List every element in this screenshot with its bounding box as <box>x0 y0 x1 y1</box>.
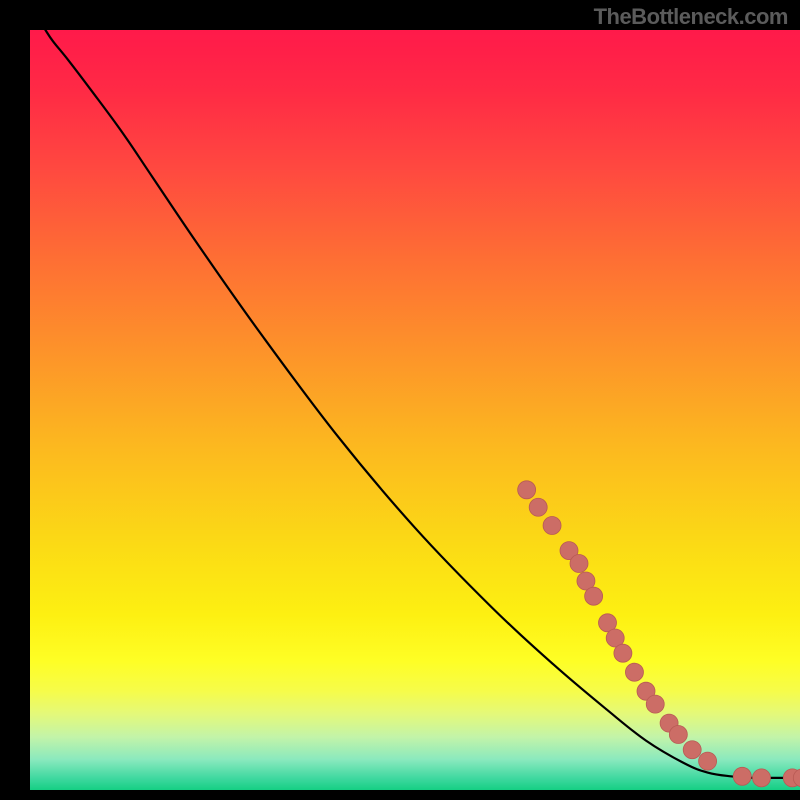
chart-background <box>30 30 800 790</box>
chart-marker <box>646 695 664 713</box>
chart-marker <box>518 481 536 499</box>
chart-svg <box>30 30 800 790</box>
chart-marker <box>585 587 603 605</box>
chart-marker <box>529 498 547 516</box>
chart-marker <box>753 769 771 787</box>
chart-marker <box>570 555 588 573</box>
chart-marker <box>683 741 701 759</box>
chart-marker <box>625 663 643 681</box>
chart-marker <box>614 644 632 662</box>
chart-marker <box>733 767 751 785</box>
chart-marker <box>669 726 687 744</box>
chart-marker <box>543 517 561 535</box>
chart-plot-area <box>30 30 800 790</box>
chart-marker <box>699 752 717 770</box>
watermark-text: TheBottleneck.com <box>594 4 788 30</box>
